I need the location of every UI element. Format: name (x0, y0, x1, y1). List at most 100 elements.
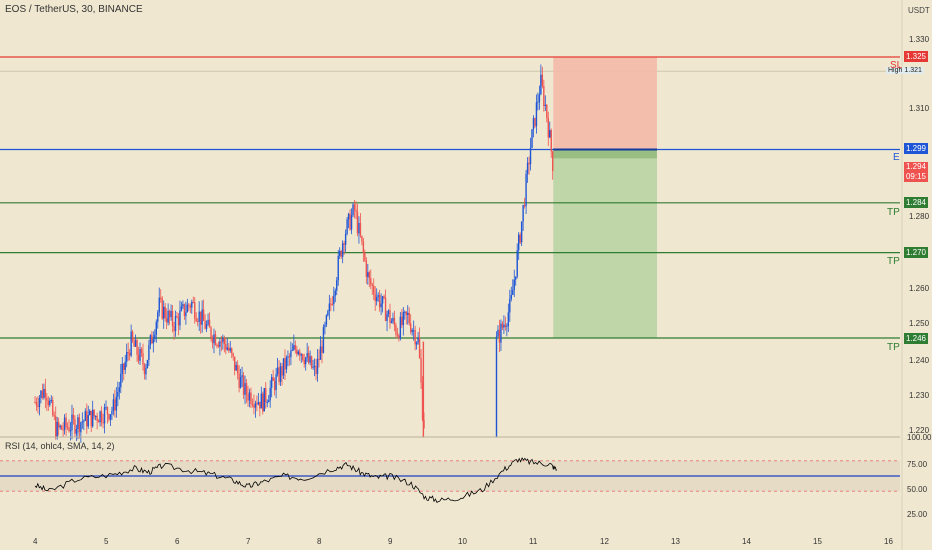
price-tick: 1.280 (909, 212, 930, 221)
candle-body (343, 243, 345, 245)
candle-body (71, 414, 73, 431)
candle-body (164, 306, 166, 319)
candle-body (299, 351, 301, 356)
candle-body (89, 410, 91, 416)
time-tick: 16 (884, 537, 893, 546)
candle-body (205, 324, 208, 329)
candle-body (535, 102, 538, 127)
candle-body (41, 390, 44, 398)
candle-body (127, 351, 129, 353)
candle-body (359, 222, 362, 236)
candle-body (133, 340, 135, 347)
candle-body (398, 335, 400, 339)
candle-body (115, 396, 118, 411)
candle-body (34, 402, 36, 404)
candle-body (374, 294, 376, 302)
candle-body (375, 297, 378, 302)
candle-body (371, 284, 373, 286)
candle-body (370, 278, 372, 285)
candle-body (546, 104, 548, 118)
candle-body (188, 304, 190, 307)
candle-body (364, 252, 366, 261)
candle-body (69, 430, 72, 432)
candle-body (62, 429, 64, 431)
tp2-label: TP (887, 256, 900, 267)
candle-body (321, 346, 323, 353)
candle-body (288, 356, 291, 358)
candle-body (272, 377, 274, 381)
time-tick: 9 (388, 537, 393, 546)
candle-body (257, 401, 260, 405)
candle-body (393, 317, 396, 326)
candle-body (202, 309, 205, 321)
candle-body (210, 327, 212, 338)
candle-body (174, 316, 177, 332)
candle-body (182, 304, 184, 307)
candle-body (112, 399, 115, 411)
entry-label: E (893, 152, 900, 163)
candle-body (401, 316, 403, 326)
time-tick: 5 (104, 537, 109, 546)
candle-body (528, 162, 530, 165)
price-tick: 1.220 (909, 426, 930, 435)
candle-body (177, 317, 180, 326)
rsi-indicator-label[interactable]: RSI (14, ohlc4, SMA, 14, 2) (5, 441, 115, 451)
candle-body (52, 399, 54, 416)
candle-body (251, 403, 254, 405)
candle-body (83, 420, 85, 422)
candle-body (384, 297, 387, 322)
candle-body (231, 348, 233, 354)
candle-body (420, 357, 422, 383)
candle-body (344, 233, 347, 245)
candle-body (510, 294, 512, 299)
candle-body (136, 340, 138, 355)
candle-body (220, 341, 223, 343)
candle-body (291, 349, 294, 351)
candle-body (525, 173, 527, 207)
candle-body (121, 363, 123, 374)
candle-body (160, 297, 162, 299)
candle-body (232, 353, 234, 357)
candle-body (179, 310, 181, 326)
candle-body (170, 310, 172, 318)
candle-body (523, 204, 526, 207)
candle-body (35, 402, 38, 406)
candle-body (285, 357, 288, 370)
symbol-title[interactable]: EOS / TetherUS, 30, BINANCE (5, 4, 143, 15)
candle-body (415, 342, 418, 345)
candle-body (347, 213, 350, 220)
candle-body (65, 417, 67, 427)
candle-body (111, 410, 113, 415)
candle-body (56, 421, 58, 438)
candle-body (498, 329, 501, 343)
candle-body (532, 117, 535, 130)
candle-body (552, 151, 554, 171)
candle-body (120, 373, 122, 388)
candle-body (405, 311, 407, 315)
candle-body (130, 331, 132, 356)
candle-body (55, 416, 57, 438)
candle-body (259, 401, 261, 409)
candle-body (294, 345, 297, 350)
price-tick: 1.260 (909, 284, 930, 293)
candle-body (541, 74, 544, 86)
current-price: 1.294 (905, 162, 927, 171)
candle-body (78, 417, 81, 433)
rsi-line (34, 457, 558, 503)
candle-body (549, 130, 551, 138)
candle-body (507, 312, 510, 326)
candle-body (268, 400, 270, 403)
currency-unit: USDT (908, 6, 930, 15)
candle-body (117, 392, 119, 397)
candle-body (38, 398, 41, 408)
candle-body (238, 373, 240, 388)
candle-body (37, 405, 39, 408)
candle-body (171, 310, 174, 327)
candle-body (509, 298, 511, 313)
candle-body (214, 334, 217, 345)
candle-body (114, 399, 116, 411)
candle-body (105, 407, 107, 409)
candle-body (297, 351, 299, 355)
